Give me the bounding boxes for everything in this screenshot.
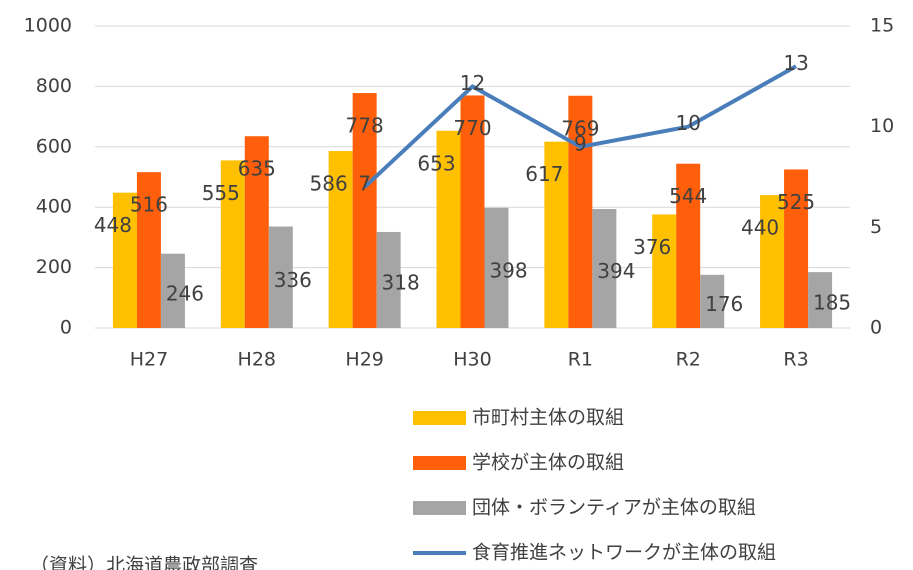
data-label: 336	[274, 268, 312, 292]
data-label: 769	[561, 116, 599, 140]
bar	[160, 253, 185, 328]
data-label: 586	[310, 172, 348, 196]
legend-label: 学校が主体の取組	[472, 452, 624, 474]
legend-label: 食育推進ネットワークが主体の取組	[472, 542, 776, 564]
data-label: 13	[783, 51, 808, 75]
y2-tick-label: 15	[870, 15, 894, 37]
legend-swatch	[413, 411, 466, 425]
y-tick-label: 800	[36, 75, 72, 97]
y-tick-label: 1000	[24, 15, 72, 37]
x-tick-label: H28	[238, 349, 276, 371]
bar	[268, 226, 293, 328]
bar	[136, 172, 161, 328]
bar	[460, 95, 485, 329]
data-label: 653	[417, 151, 455, 175]
x-tick-label: H29	[345, 349, 383, 371]
bar	[652, 214, 677, 328]
y2-tick-label: 10	[870, 115, 894, 137]
y2-tick-label: 5	[870, 216, 882, 238]
data-label: 394	[597, 259, 635, 283]
bar	[376, 231, 401, 328]
legend-label: 市町村主体の取組	[472, 407, 624, 429]
x-tick-label: R1	[568, 349, 593, 371]
y-tick-label: 0	[60, 317, 72, 339]
data-label: 778	[346, 114, 384, 138]
bar	[760, 195, 785, 328]
data-label: 555	[202, 181, 240, 205]
data-label: 617	[525, 162, 563, 186]
x-tick-label: R3	[783, 349, 808, 371]
data-label: 770	[453, 116, 491, 140]
bar	[112, 192, 137, 328]
bar	[328, 151, 353, 328]
data-label: 440	[741, 216, 779, 240]
x-tick-label: H27	[130, 349, 168, 371]
bar	[676, 163, 701, 328]
bar	[808, 272, 833, 328]
legend-swatch	[413, 501, 466, 515]
bar	[220, 160, 245, 328]
legend-swatch	[413, 456, 466, 470]
y-tick-label: 400	[36, 196, 72, 218]
data-label: 516	[130, 193, 168, 217]
data-label: 525	[777, 190, 815, 214]
data-label: 7	[358, 172, 371, 196]
data-label: 318	[382, 270, 420, 294]
data-label: 10	[675, 111, 700, 135]
data-label: 635	[238, 157, 276, 181]
data-label: 448	[94, 213, 132, 237]
x-tick-label: R2	[676, 349, 701, 371]
y-tick-label: 200	[36, 256, 72, 278]
data-label: 398	[489, 258, 527, 282]
y2-tick-label: 0	[870, 317, 882, 339]
bar	[700, 274, 725, 328]
data-label: 246	[166, 281, 204, 305]
x-tick-label: H30	[453, 349, 491, 371]
data-label: 185	[813, 291, 851, 315]
data-label: 176	[705, 292, 743, 316]
bar	[352, 93, 377, 328]
legend-label: 団体・ボランティアが主体の取組	[472, 497, 756, 519]
bar	[784, 169, 809, 328]
bar	[592, 209, 617, 328]
bar	[436, 130, 461, 328]
bar	[568, 95, 593, 329]
line-series	[363, 64, 798, 189]
data-label: 12	[460, 71, 485, 95]
y-tick-label: 600	[36, 135, 72, 157]
source-note: （資料）北海道農政部調査	[30, 555, 258, 570]
data-label: 376	[633, 235, 671, 259]
data-label: 9	[574, 131, 587, 155]
bar	[544, 141, 569, 328]
bar	[484, 207, 509, 328]
bar	[244, 136, 269, 328]
data-label: 544	[669, 184, 707, 208]
